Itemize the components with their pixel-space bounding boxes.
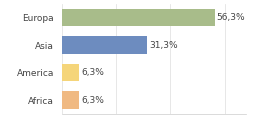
Bar [62, 36, 147, 54]
Bar [62, 64, 79, 81]
Bar [62, 91, 79, 109]
Text: 31,3%: 31,3% [149, 41, 178, 50]
Text: 6,3%: 6,3% [81, 96, 104, 105]
Text: 56,3%: 56,3% [217, 13, 245, 22]
Bar [62, 9, 214, 27]
Text: 6,3%: 6,3% [81, 68, 104, 77]
